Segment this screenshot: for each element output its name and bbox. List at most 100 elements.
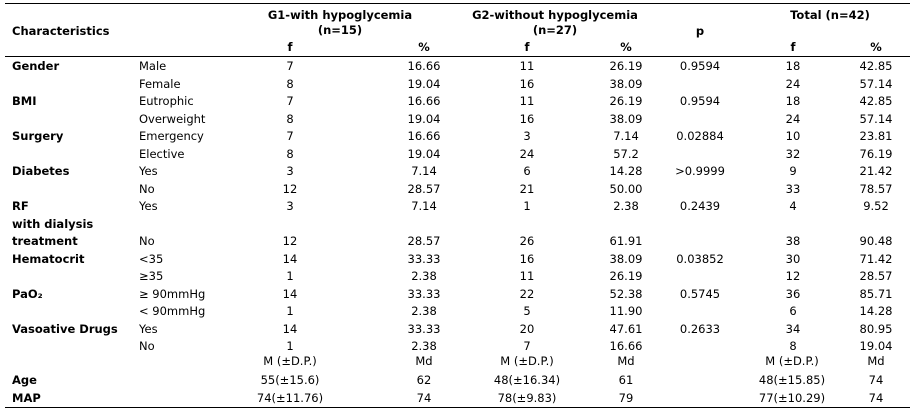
cell-g2p: 14.28 [609, 164, 643, 178]
cell-g1p: 2.38 [411, 304, 437, 318]
cell-g2f: 5 [523, 304, 531, 318]
stat-cell-g2m: 48(±16.34) [493, 373, 561, 387]
cell-p: 0.9594 [679, 59, 721, 73]
cell-g1p: 7.14 [411, 199, 437, 213]
cell-tf: 12 [785, 269, 801, 283]
cell-g2f: 24 [519, 147, 535, 161]
stat-cell-g1md: 74 [416, 391, 432, 405]
cell-g2p: 38.09 [609, 252, 643, 266]
cell-tf: 4 [789, 199, 797, 213]
cell-g1f: 14 [282, 322, 298, 336]
cell-tp: 21.42 [859, 164, 893, 178]
cell-p: >0.9999 [675, 164, 725, 178]
cell-tp: 19.04 [859, 339, 893, 353]
cell-p: 0.2439 [679, 199, 721, 213]
stat-cell-g2md: 61 [618, 373, 634, 387]
cell-tf: 24 [785, 112, 801, 126]
stat-cell-tm: 77(±10.29) [758, 391, 826, 405]
cell-g1f: 8 [286, 112, 294, 126]
cell-sub: Yes [139, 322, 158, 336]
cell-sub: No [139, 339, 155, 353]
cell-g2f: 22 [519, 287, 535, 301]
cell-tf: 34 [785, 322, 801, 336]
cell-tf: 33 [785, 182, 801, 196]
cell-g2p: 7.14 [613, 129, 639, 143]
cell-sub: Emergency [139, 129, 204, 143]
header-g1-title: G1-with hypoglycemia [267, 8, 413, 22]
cell-g2p: 2.38 [613, 199, 639, 213]
cell-g1f: 14 [282, 287, 298, 301]
cell-g1f: 1 [286, 339, 294, 353]
cell-g2f: 6 [523, 164, 531, 178]
header-p: p [695, 24, 705, 38]
cell-g2f: 16 [519, 77, 535, 91]
cell-tp: 78.57 [859, 182, 893, 196]
cell-g1p: 33.33 [407, 252, 441, 266]
cell-g1f: 7 [286, 129, 294, 143]
cell-sub: Yes [139, 199, 158, 213]
cell-g2p: 57.2 [613, 147, 639, 161]
cell-g2f: 21 [519, 182, 535, 196]
cell-g1f: 3 [286, 199, 294, 213]
cell-g1f: 8 [286, 147, 294, 161]
cell-g1f: 7 [286, 94, 294, 108]
cell-g2f: 3 [523, 129, 531, 143]
stat-header-g2-m: M (±D.P.) [500, 354, 554, 368]
cell-g2f: 11 [519, 59, 535, 73]
cell-g2p: 47.61 [609, 322, 643, 336]
cell-tp: 90.48 [859, 234, 893, 248]
stat-cell-g2md: 79 [618, 391, 634, 405]
subheader-g1-pct: % [418, 40, 430, 54]
cell-g1p: 16.66 [407, 129, 441, 143]
cell-cat: PaO₂ [12, 287, 43, 301]
cell-tp: 42.85 [859, 59, 893, 73]
cell-tf: 32 [785, 147, 801, 161]
cell-tp: 85.71 [859, 287, 893, 301]
cell-g2p: 26.19 [609, 59, 643, 73]
cell-cat: Gender [12, 59, 60, 73]
cell-g1f: 12 [282, 182, 298, 196]
cell-sub: Yes [139, 164, 158, 178]
cell-g1f: 3 [286, 164, 294, 178]
stat-cell-g1m: 55(±15.6) [260, 373, 320, 387]
cell-g2f: 20 [519, 322, 535, 336]
cell-g2p: 26.19 [609, 269, 643, 283]
stat-cell-g1m: 74(±11.76) [256, 391, 324, 405]
bottom-rule [5, 407, 910, 408]
cell-cat: treatment [12, 234, 78, 248]
stat-cell-tmd: 74 [868, 373, 884, 387]
cell-tp: 71.42 [859, 252, 893, 266]
cell-cat: RF [12, 199, 29, 213]
cell-sub: ≥ 90mmHg [139, 287, 206, 301]
header-rule [5, 56, 910, 57]
cell-g2p: 16.66 [609, 339, 643, 353]
top-rule [5, 3, 910, 4]
cell-g1p: 2.38 [411, 339, 437, 353]
cell-sub: ≥35 [139, 269, 164, 283]
header-total: Total (n=42) [790, 8, 870, 22]
cell-tp: 57.14 [859, 112, 893, 126]
cell-p: 0.9594 [679, 94, 721, 108]
cell-g2p: 11.90 [609, 304, 643, 318]
cell-tp: 23.81 [859, 129, 893, 143]
subheader-g2-pct: % [620, 40, 632, 54]
cell-sub: Male [139, 59, 167, 73]
cell-g2f: 16 [519, 252, 535, 266]
stat-cell-cat: MAP [12, 391, 41, 405]
cell-p: 0.2633 [679, 322, 721, 336]
cell-tf: 8 [789, 339, 797, 353]
stat-header-g1-md: Md [415, 354, 433, 368]
cell-cat: Vasoative Drugs [12, 322, 118, 336]
cell-g1p: 33.33 [407, 287, 441, 301]
stat-cell-cat: Age [12, 373, 37, 387]
cell-tp: 9.52 [863, 199, 889, 213]
cell-g2p: 61.91 [609, 234, 643, 248]
cell-tf: 36 [785, 287, 801, 301]
subheader-g1-f: f [287, 40, 293, 54]
cell-sub: Eutrophic [139, 94, 194, 108]
cell-sub: No [139, 182, 155, 196]
cell-g1f: 14 [282, 252, 298, 266]
cell-cat: BMI [12, 94, 37, 108]
header-g1-n: (n=15) [317, 23, 363, 37]
cell-g1p: 16.66 [407, 94, 441, 108]
